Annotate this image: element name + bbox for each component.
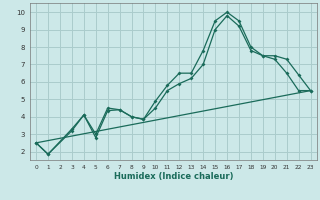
X-axis label: Humidex (Indice chaleur): Humidex (Indice chaleur) (114, 172, 233, 181)
